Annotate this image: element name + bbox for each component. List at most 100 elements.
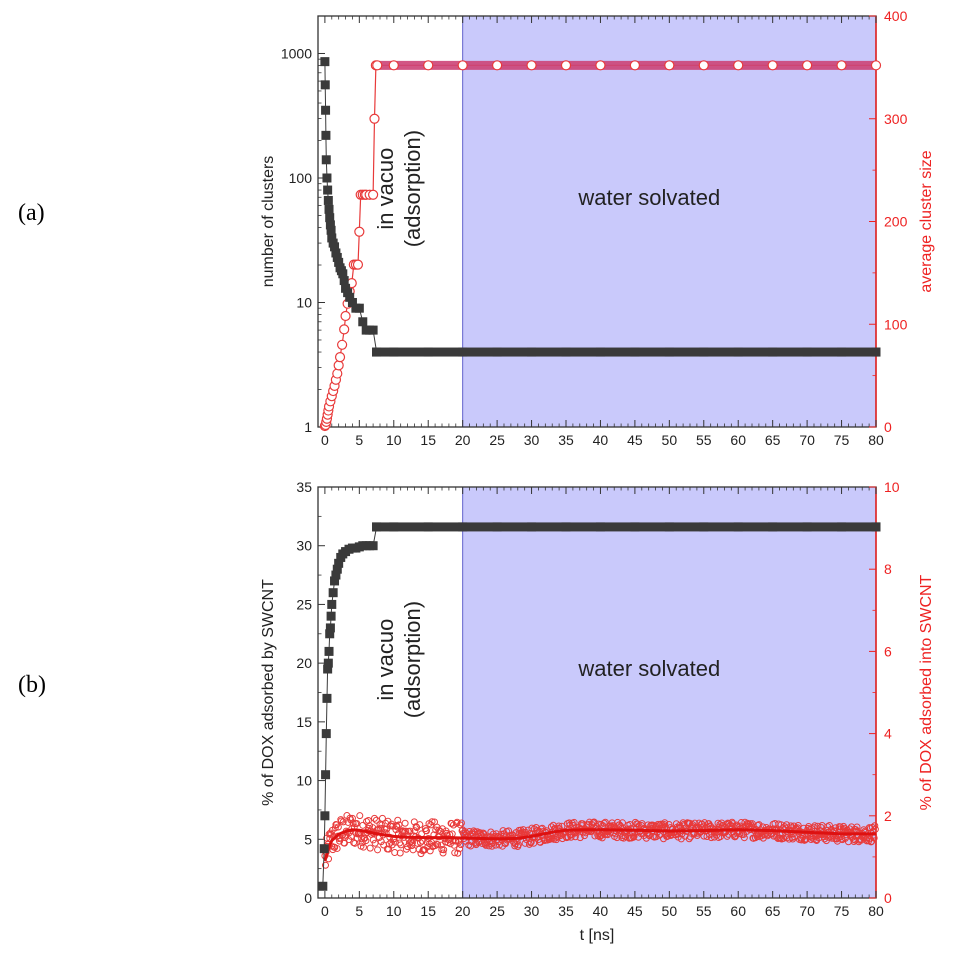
y-right-tick-label: 0: [884, 419, 892, 435]
right-series-point: [457, 819, 465, 827]
water-solvated-region: [462, 15, 877, 428]
right-series-point: [359, 843, 367, 851]
x-tick-label: 10: [386, 432, 402, 448]
x-tick-label: 30: [524, 903, 540, 919]
panel-a-label: (a): [18, 200, 45, 226]
right-series-point: [600, 819, 608, 827]
left-series-point: [323, 658, 333, 668]
y-left-tick-label: 10: [296, 773, 312, 789]
x-tick-label: 35: [558, 903, 574, 919]
y-left-tick-label: 0: [304, 890, 312, 906]
x-tick-label: 75: [834, 903, 850, 919]
y-right-axis-title: average cluster size: [918, 150, 935, 292]
left-series-point: [339, 276, 349, 286]
right-series-point: [661, 819, 669, 827]
y-right-tick-label: 100: [884, 316, 908, 332]
y-right-tick-label: 4: [884, 726, 892, 742]
right-series-point: [767, 60, 778, 71]
left-series-point: [320, 57, 330, 67]
right-series-point: [396, 849, 404, 857]
right-series-point: [832, 824, 840, 832]
y-left-tick-label: 10: [296, 294, 312, 310]
left-series-point: [322, 693, 332, 703]
right-series-point: [385, 840, 393, 848]
left-series-point: [322, 173, 332, 183]
right-series-point: [629, 60, 640, 71]
right-series-point: [871, 825, 879, 833]
x-tick-label: 70: [799, 903, 815, 919]
left-series-point: [327, 233, 337, 243]
left-series-point: [325, 629, 335, 639]
right-series-point: [348, 814, 356, 822]
right-series-point: [601, 818, 609, 826]
left-series-point: [368, 325, 378, 335]
x-tick-label: 80: [868, 903, 884, 919]
right-series-point: [372, 816, 380, 824]
left-series-point: [321, 105, 331, 115]
left-series-point: [338, 269, 348, 279]
right-series-point: [408, 839, 416, 847]
right-series-point: [440, 846, 448, 854]
right-series-point: [595, 60, 606, 71]
panel-b-label: (b): [18, 672, 46, 698]
x-tick-label: 20: [455, 432, 471, 448]
left-series-plateau: [372, 347, 881, 357]
x-tick-label: 0: [321, 432, 329, 448]
x-tick-label: 0: [321, 903, 329, 919]
y-right-tick-label: 0: [884, 890, 892, 906]
left-series-point: [325, 213, 335, 223]
left-series-point: [331, 570, 341, 580]
left-series-point: [332, 252, 342, 262]
left-series-point: [347, 297, 357, 307]
right-series-point: [439, 849, 447, 857]
right-series-point: [755, 821, 763, 829]
right-series-point: [378, 814, 386, 822]
y-left-tick-label: 1: [304, 419, 312, 435]
left-series-point: [324, 204, 334, 214]
right-series-point: [356, 812, 364, 820]
right-series-point: [352, 259, 364, 270]
left-series-point: [326, 225, 336, 235]
y-right-tick-label: 400: [884, 8, 908, 24]
left-series-point: [321, 130, 331, 140]
y-left-tick-label: 20: [296, 655, 312, 671]
y-left-tick-label: 35: [296, 479, 312, 495]
left-series-point: [327, 599, 337, 609]
right-series-point: [525, 840, 533, 848]
right-series-point: [526, 60, 537, 71]
right-series-point: [853, 823, 861, 831]
left-series-point: [325, 220, 335, 230]
chart-b: 0 5 10 15 20 25 30 35 40 45 50 55 60 65 70 75 8005101520…: [260, 479, 935, 944]
right-series-point: [655, 831, 663, 839]
left-series-point: [320, 80, 330, 90]
x-tick-label: 45: [627, 903, 643, 919]
x-tick-label: 55: [696, 903, 712, 919]
y-right-axis-title: % of DOX adsorbed into SWCNT: [918, 574, 935, 810]
right-series-point: [457, 60, 468, 71]
right-series-point: [423, 60, 434, 71]
right-series-point: [435, 826, 443, 834]
right-series-point: [374, 846, 382, 854]
right-series-point: [836, 60, 847, 71]
right-series-point: [322, 861, 330, 869]
right-series-point: [870, 60, 882, 71]
right-series-point: [613, 834, 621, 842]
left-series-point: [358, 317, 368, 327]
right-series-point: [597, 820, 605, 828]
right-series-point: [339, 324, 350, 335]
x-tick-label: 45: [627, 432, 643, 448]
y-left-tick-label: 25: [296, 596, 312, 612]
in-vacuo-label: in vacuo: [373, 148, 398, 230]
right-series-point: [416, 839, 424, 847]
left-series-point: [354, 303, 364, 313]
x-tick-label: 50: [662, 903, 678, 919]
right-series-point: [369, 113, 380, 124]
right-series-point: [397, 841, 405, 849]
left-series-point: [319, 844, 329, 854]
x-axis-title: t [ns]: [580, 927, 615, 944]
right-series-point: [634, 820, 642, 828]
right-series-point: [332, 368, 343, 379]
water-solvated-label: water solvated: [577, 656, 720, 681]
chart-a: 0 5 10 15 20 25 30 35 40 45 50 55 60 65 70 75 80 1 10 100 10…: [260, 8, 935, 448]
